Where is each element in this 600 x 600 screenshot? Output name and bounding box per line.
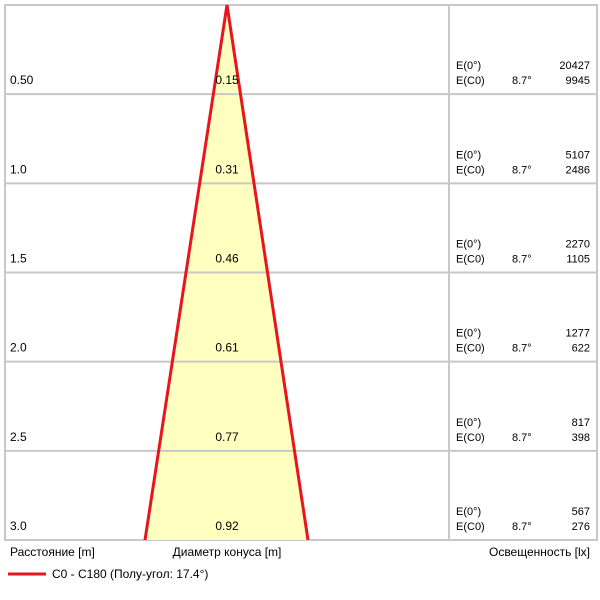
angle: 8.7°	[512, 75, 532, 87]
distance: 3.0	[10, 519, 27, 533]
diameter: 0.61	[215, 341, 239, 355]
ec0-label: E(C0)	[456, 343, 485, 355]
e0-value: 817	[572, 417, 590, 429]
distance: 2.5	[10, 430, 27, 444]
ec0-label: E(C0)	[456, 432, 485, 444]
cone-outline	[143, 4, 310, 541]
e0-value: 2270	[566, 239, 590, 251]
distance: 1.5	[10, 252, 27, 266]
distance: 0.50	[10, 73, 34, 87]
distance: 1.0	[10, 162, 27, 176]
ec0-value: 622	[572, 343, 590, 355]
diameter: 0.92	[215, 519, 239, 533]
e0-label: E(0°)	[456, 506, 481, 518]
angle: 8.7°	[512, 432, 532, 444]
e0-label: E(0°)	[456, 328, 481, 340]
distance-label: Расстояние [m]	[10, 545, 95, 559]
ec0-label: E(C0)	[456, 254, 485, 266]
illuminance-label: Освещенность [lx]	[489, 545, 590, 559]
angle: 8.7°	[512, 343, 532, 355]
e0-value: 1277	[566, 328, 590, 340]
ec0-label: E(C0)	[456, 521, 485, 533]
e0-label: E(0°)	[456, 60, 481, 72]
ec0-value: 1105	[566, 254, 590, 266]
diameter: 0.15	[215, 73, 239, 87]
diameter: 0.31	[215, 162, 239, 176]
diameter-label: Диаметр конуса [m]	[173, 545, 282, 559]
e0-label: E(0°)	[456, 239, 481, 251]
e0-value: 5107	[566, 149, 590, 161]
ec0-value: 9945	[566, 75, 590, 87]
ec0-value: 2486	[566, 164, 590, 176]
ec0-value: 276	[572, 521, 590, 533]
angle: 8.7°	[512, 164, 532, 176]
e0-value: 567	[572, 506, 590, 518]
e0-value: 20427	[559, 60, 590, 72]
ec0-value: 398	[572, 432, 590, 444]
angle: 8.7°	[512, 254, 532, 266]
ec0-label: E(C0)	[456, 75, 485, 87]
legend-label: C0 - C180 (Полу-угол: 17.4°)	[52, 567, 208, 581]
diameter: 0.77	[215, 430, 239, 444]
angle: 8.7°	[512, 521, 532, 533]
ec0-label: E(C0)	[456, 164, 485, 176]
distance: 2.0	[10, 341, 27, 355]
e0-label: E(0°)	[456, 417, 481, 429]
diameter: 0.46	[215, 252, 239, 266]
e0-label: E(0°)	[456, 149, 481, 161]
